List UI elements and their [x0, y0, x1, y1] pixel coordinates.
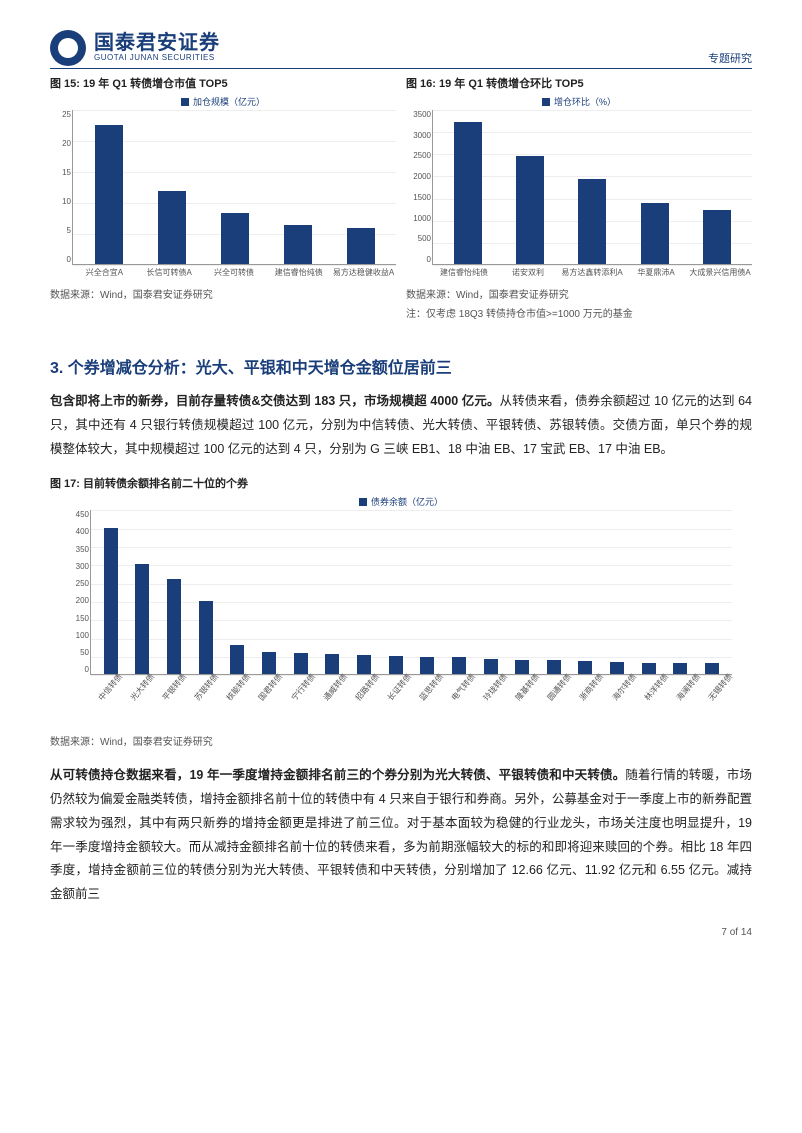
chart-16-canvas: 3500300025002000150010005000 — [432, 110, 752, 265]
logo: 国泰君安证券 GUOTAI JUNAN SECURITIES — [50, 30, 220, 66]
chart-17-xlabels: 中信转债光大转债平银转债苏银转债核能转债国君转债宁行转债通威转债招路转债长证转债… — [90, 675, 732, 725]
chart-16-note: 注：仅考虑 18Q3 转债持仓市值>=1000 万元的基金 — [406, 305, 752, 320]
chart-17-legend-label: 债券余额（亿元） — [371, 495, 443, 508]
logo-icon — [50, 30, 86, 66]
chart-17: 图 17: 目前转债余额排名前二十位的个券 债券余额（亿元） 450400350… — [50, 475, 752, 748]
charts-row-top: 图 15: 19 年 Q1 转债增仓市值 TOP5 加仓规模（亿元） 25201… — [50, 75, 752, 320]
chart-17-legend: 债券余额（亿元） — [50, 495, 752, 508]
chart-16: 图 16: 19 年 Q1 转债增仓环比 TOP5 增仓环比（%） 350030… — [406, 75, 752, 320]
section-3-title: 3. 个券增减仓分析：光大、平银和中天增仓金额位居前三 — [50, 354, 752, 378]
chart-16-xlabels: 建信睿怡纯债诺安双利易方达鑫转添利A华夏鼎沛A大成景兴信用债A — [432, 267, 752, 278]
p1-bold: 包含即将上市的新券，目前存量转债&交债达到 183 只，市场规模超 4000 亿… — [50, 394, 500, 408]
page-header: 国泰君安证券 GUOTAI JUNAN SECURITIES 专题研究 — [50, 30, 752, 69]
section-3-para1: 包含即将上市的新券，目前存量转债&交债达到 183 只，市场规模超 4000 亿… — [50, 390, 752, 461]
p2-bold: 从可转债持仓数据来看，19 年一季度增持金额排名前三的个券分别为光大转债、平银转… — [50, 768, 625, 782]
chart-16-legend-label: 增仓环比（%） — [554, 95, 616, 108]
para-2: 从可转债持仓数据来看，19 年一季度增持金额排名前三的个券分别为光大转债、平银转… — [50, 764, 752, 907]
chart-16-legend: 增仓环比（%） — [406, 95, 752, 108]
legend-square-icon — [181, 98, 189, 106]
chart-15-legend-label: 加仓规模（亿元） — [193, 95, 265, 108]
logo-text-cn: 国泰君安证券 — [94, 33, 220, 53]
legend-square-icon — [542, 98, 550, 106]
legend-square-icon — [359, 498, 367, 506]
chart-17-source: 数据来源：Wind，国泰君安证券研究 — [50, 733, 752, 748]
chart-16-title: 图 16: 19 年 Q1 转债增仓环比 TOP5 — [406, 75, 752, 91]
chart-15-xlabels: 兴全合宜A长信可转债A兴全可转债建信睿怡纯债易方达稳健收益A — [72, 267, 396, 278]
page-footer: 7 of 14 — [50, 927, 752, 938]
chart-15-title: 图 15: 19 年 Q1 转债增仓市值 TOP5 — [50, 75, 396, 91]
chart-17-canvas: 450400350300250200150100500 — [90, 510, 732, 675]
logo-text-en: GUOTAI JUNAN SECURITIES — [94, 53, 220, 63]
chart-16-source: 数据来源：Wind，国泰君安证券研究 — [406, 286, 752, 301]
chart-15-canvas: 2520151050 — [72, 110, 396, 265]
chart-15-source: 数据来源：Wind，国泰君安证券研究 — [50, 286, 396, 301]
header-tag: 专题研究 — [708, 50, 752, 66]
chart-15: 图 15: 19 年 Q1 转债增仓市值 TOP5 加仓规模（亿元） 25201… — [50, 75, 396, 320]
chart-17-title: 图 17: 目前转债余额排名前二十位的个券 — [50, 475, 752, 491]
p2-rest: 随着行情的转暖，市场仍然较为偏爱金融类转债，增持金额排名前十位的转债中有 4 只… — [50, 768, 752, 901]
chart-15-legend: 加仓规模（亿元） — [50, 95, 396, 108]
